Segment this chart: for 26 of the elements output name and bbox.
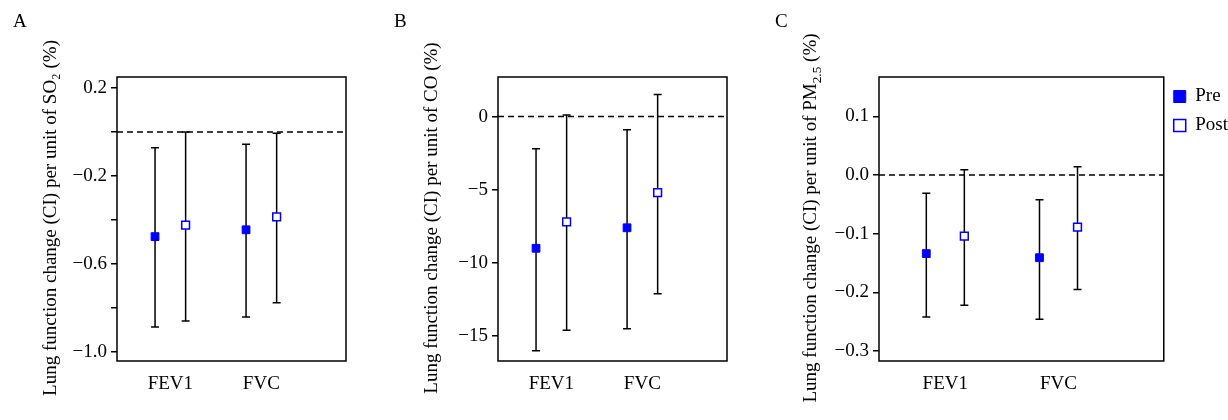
x-tick-label: FVC: [1040, 372, 1077, 394]
y-tick-label: 0.1: [845, 104, 869, 126]
y-tick-label: −1.0: [72, 340, 107, 362]
chart-title: A: [13, 10, 27, 32]
y-tick-label: 0.0: [845, 162, 869, 184]
x-tick-label: FEV1: [922, 372, 969, 394]
chart-title: B: [394, 10, 407, 32]
x-tick-label: FEV1: [147, 372, 194, 394]
chart-title: C: [775, 10, 788, 32]
y-tick-label: −0.1: [834, 221, 869, 243]
x-tick-label: FVC: [623, 372, 661, 394]
y-tick-label: −5: [467, 177, 488, 199]
y-axis-title: Lung function change (CI) per unit of SO₂ (%): [39, 40, 61, 396]
y-axis-title: Lung function change (CI) per unit of CO (%): [420, 42, 442, 394]
x-tick-label: FEV1: [528, 372, 575, 394]
x-tick-label: FVC: [242, 372, 280, 394]
y-tick-label: −15: [458, 324, 488, 346]
y-tick-label: −0.2: [834, 280, 869, 302]
y-tick-label: −0.2: [72, 164, 107, 186]
y-tick-label: −10: [458, 250, 488, 272]
y-tick-label: 0: [478, 104, 488, 126]
legend-label: Post: [1195, 113, 1228, 135]
y-tick-label: −0.6: [72, 252, 107, 274]
y-tick-label: −0.3: [834, 339, 869, 361]
legend-label: Pre: [1195, 84, 1221, 106]
y-tick-label: 0.2: [83, 75, 107, 97]
